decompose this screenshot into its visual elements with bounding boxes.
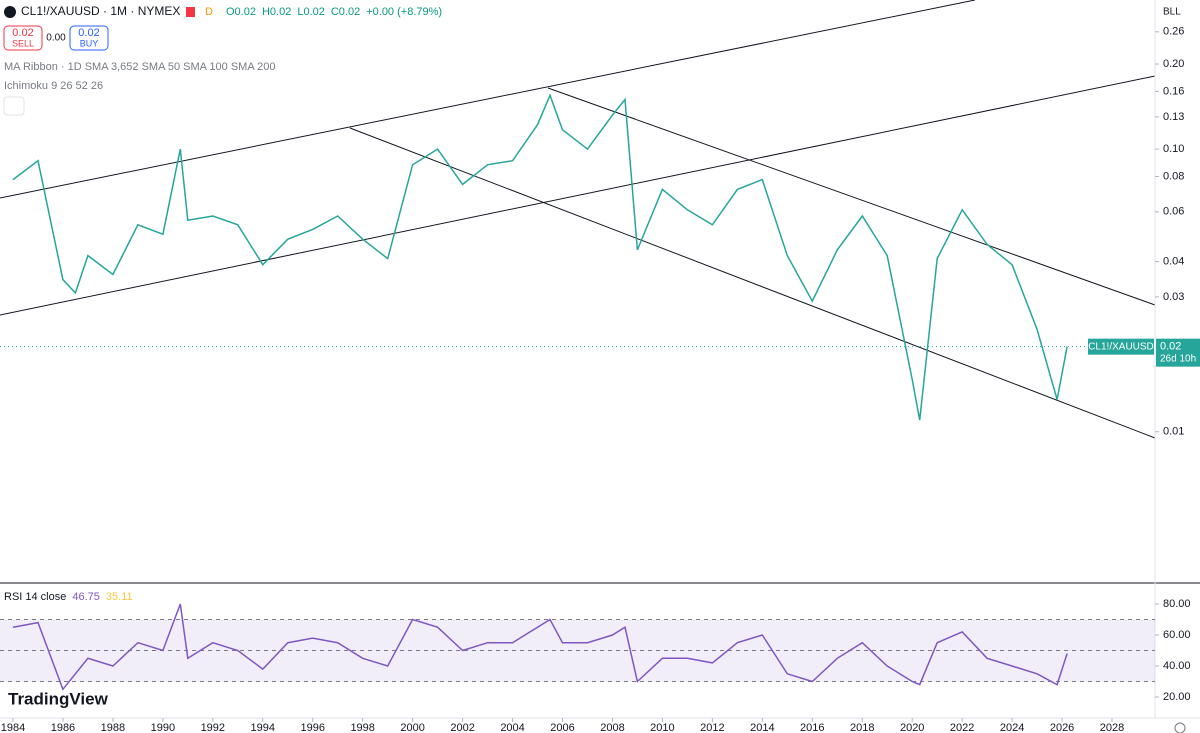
y-tick-label: 0.04 <box>1163 255 1184 267</box>
y-tick-label: 0.01 <box>1163 426 1184 438</box>
x-tick-label: 1986 <box>51 722 75 733</box>
x-tick-label: 1990 <box>151 722 175 733</box>
x-tick-label: 2000 <box>400 722 424 733</box>
sell-price: 0.02 <box>12 27 33 39</box>
y-tick-label: 0.08 <box>1163 170 1184 182</box>
x-tick-label: 2004 <box>500 722 524 733</box>
x-tick-label: 2012 <box>700 722 724 733</box>
x-tick-label: 2002 <box>450 722 474 733</box>
sell-label: SELL <box>12 38 34 48</box>
indicator-value: 46.75 <box>72 591 100 603</box>
trend-lines <box>0 0 1156 439</box>
y-tick-label: 40.00 <box>1163 660 1191 672</box>
indicator-title: RSI 14 close <box>4 591 66 603</box>
x-tick-label: 1988 <box>101 722 125 733</box>
y-tick-label: 0.20 <box>1163 58 1184 70</box>
y-tick-label: 0.06 <box>1163 206 1184 218</box>
y-tick-label: 20.00 <box>1163 691 1191 703</box>
indicator[interactable]: MA Ribbon · 1D SMA 3,652 SMA 50 SMA 100 … <box>4 61 275 73</box>
settings[interactable] <box>1174 722 1186 733</box>
ohlc-value: H0.02 <box>262 6 291 18</box>
sell-button[interactable] <box>3 25 43 51</box>
x-tick-label: 2026 <box>1050 722 1074 733</box>
spread: 0.00 <box>46 33 66 44</box>
price-line <box>12 603 1068 691</box>
price-box-countdown: 26d 10h <box>1160 353 1196 364</box>
x-tick-label: 2008 <box>600 722 624 733</box>
collapse-button[interactable] <box>3 96 25 116</box>
y-tick-label: 80.00 <box>1163 598 1191 610</box>
x-tick-label: 2024 <box>1000 722 1024 733</box>
x-tick-label: 2028 <box>1100 722 1124 733</box>
price-tag-symbol: CL1!/XAUUSD <box>1088 341 1154 352</box>
x-tick-label: 1996 <box>300 722 324 733</box>
y-tick-label: 0.13 <box>1163 111 1184 123</box>
flag-letter: D <box>205 6 213 18</box>
symbol-icon <box>4 6 16 18</box>
y-tick-label: 0.03 <box>1163 291 1184 303</box>
buy-button[interactable] <box>69 25 109 51</box>
symbol[interactable]: CL1!/XAUUSD · 1M · NYMEX <box>21 4 180 18</box>
x-tick-label: 2018 <box>850 722 874 733</box>
ohlc-value: O0.02 <box>226 6 256 18</box>
logo: TradingView <box>8 689 109 708</box>
price-box-price: 0.02 <box>1160 341 1181 353</box>
y-tick-label: 0.16 <box>1163 85 1184 97</box>
x-tick-label: 2020 <box>900 722 924 733</box>
y-tick-label: 60.00 <box>1163 629 1191 641</box>
x-tick-label: 2010 <box>650 722 674 733</box>
indicator[interactable]: Ichimoku 9 26 52 26 <box>4 80 103 92</box>
indicator-value: 35.11 <box>106 591 133 603</box>
ohlc-value: L0.02 <box>297 6 325 18</box>
buy-price: 0.02 <box>78 27 99 39</box>
x-tick-label: 2006 <box>550 722 574 733</box>
price-tag <box>1088 338 1154 355</box>
price-line <box>12 93 1068 421</box>
buy-label: BUY <box>80 38 99 48</box>
y-tick-label: 0.10 <box>1163 143 1184 155</box>
x-tick-label: 1992 <box>201 722 225 733</box>
ohlc-value: +0.00 (+8.79%) <box>366 6 442 18</box>
x-tick-label: 2014 <box>750 722 774 733</box>
price-box <box>1156 338 1200 367</box>
y-tick-label: 0.26 <box>1163 26 1184 38</box>
axis-unit[interactable]: BLL <box>1163 7 1181 18</box>
x-tick-label: 1998 <box>350 722 374 733</box>
x-tick-label: 1994 <box>251 722 275 733</box>
x-tick-label: 2022 <box>950 722 974 733</box>
flag[interactable] <box>186 7 195 17</box>
x-tick-label: 2016 <box>800 722 824 733</box>
ohlc-value: C0.02 <box>331 6 360 18</box>
x-tick-label: 1984 <box>1 722 25 733</box>
